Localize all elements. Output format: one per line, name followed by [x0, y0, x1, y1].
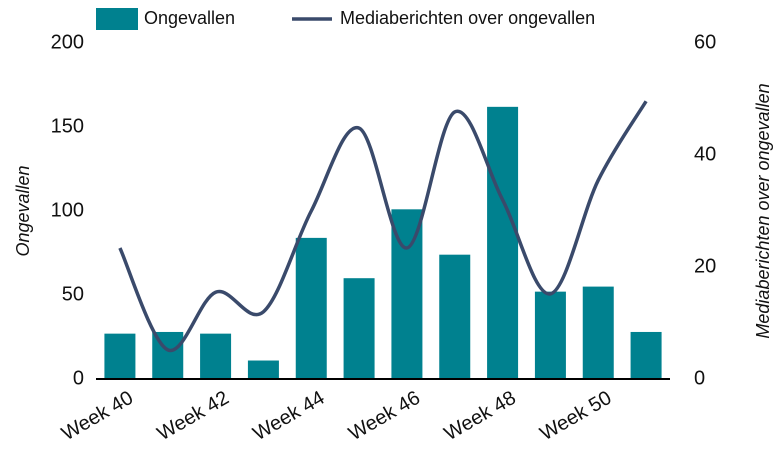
bar: [343, 278, 375, 379]
bar: [295, 237, 327, 379]
y-tick-label: 200: [51, 31, 84, 53]
y2-tick-label: 40: [694, 143, 716, 165]
legend-swatch: [96, 8, 138, 30]
y-tick-label: 0: [73, 367, 84, 389]
bar: [630, 331, 662, 379]
bar: [439, 254, 471, 379]
y-tick-label: 50: [62, 283, 84, 305]
line: [118, 100, 648, 352]
x-tick-label: Week 46: [345, 387, 424, 445]
y2-axis-label: Mediaberichten over ongevallen: [753, 83, 773, 338]
bar: [247, 360, 279, 379]
bar: [200, 333, 232, 379]
y-tick-label: 150: [51, 115, 84, 137]
y2-tick-label: 0: [694, 367, 705, 389]
bar: [534, 291, 566, 379]
y2-tick-label: 20: [694, 255, 716, 277]
y-axis-label: Ongevallen: [13, 165, 33, 256]
x-tick-label: Week 42: [154, 387, 233, 445]
y2-tick-label: 60: [694, 31, 716, 53]
legend-label: Mediaberichten over ongevallen: [340, 8, 595, 28]
legend-label: Ongevallen: [144, 8, 235, 28]
bar: [582, 286, 614, 379]
x-tick-label: Week 48: [441, 387, 520, 445]
x-tick-label: Week 40: [58, 387, 137, 445]
bar: [104, 333, 136, 379]
x-tick-label: Week 50: [536, 387, 615, 445]
y-tick-label: 100: [51, 199, 84, 221]
x-tick-label: Week 44: [249, 387, 328, 445]
bar: [487, 106, 519, 379]
